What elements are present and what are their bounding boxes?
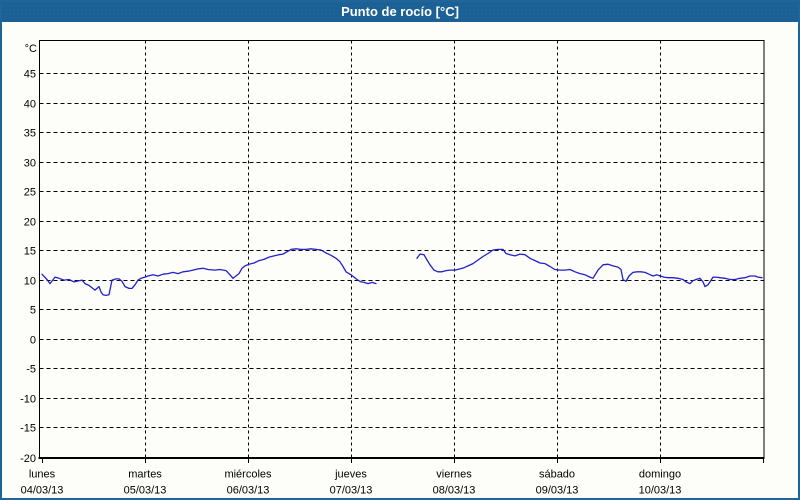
- y-tick-label: 0: [30, 335, 36, 347]
- y-tick-label: 25: [24, 187, 36, 199]
- day-date-label: 05/03/13: [124, 485, 167, 497]
- dew-point-line-segment: [416, 248, 763, 288]
- day-name-label: lunes: [29, 469, 56, 481]
- y-tick-label: 45: [24, 69, 36, 81]
- day-date-label: 09/03/13: [536, 485, 579, 497]
- y-tick-labels: 45 40 35 30 25 20 15 10 5 0 -5 -10 -15 -20 °C: [20, 43, 37, 465]
- day-name-label: martes: [128, 469, 162, 481]
- y-gridlines: [39, 73, 764, 428]
- x-axis-ticks: [42, 459, 764, 463]
- y-tick-label: 35: [24, 128, 36, 140]
- y-tick-label: 20: [24, 217, 36, 229]
- y-tick-label: -20: [20, 453, 36, 465]
- y-tick-label: -15: [20, 423, 36, 435]
- y-tick-label: 30: [24, 158, 36, 170]
- y-tick-label: 10: [24, 276, 36, 288]
- y-tick-label: 15: [24, 246, 36, 258]
- day-date-label: 04/03/13: [21, 485, 64, 497]
- y-tick-label: 5: [30, 305, 36, 317]
- day-date-label: 10/03/13: [639, 485, 682, 497]
- dew-point-line: [41, 248, 763, 297]
- chart-title-bar: Punto de rocío [°C]: [2, 2, 798, 22]
- day-date-label: 07/03/13: [330, 485, 373, 497]
- chart-title: Punto de rocío [°C]: [341, 4, 459, 19]
- day-date-label: 06/03/13: [227, 485, 270, 497]
- y-axis-unit-label: °C: [25, 43, 37, 55]
- day-date-label: 08/03/13: [433, 485, 476, 497]
- day-name-label: miércoles: [224, 469, 272, 481]
- dew-point-line-segment: [41, 248, 377, 297]
- x-axis-labels: lunes 04/03/13 martes 05/03/13 miércoles 06/0…: [21, 469, 682, 497]
- day-name-label: viernes: [436, 469, 472, 481]
- y-tick-label: -10: [20, 394, 36, 406]
- y-tick-label: -5: [26, 364, 36, 376]
- day-name-label: jueves: [334, 469, 367, 481]
- day-name-label: sábado: [539, 469, 575, 481]
- y-tick-label: 40: [24, 99, 36, 111]
- day-name-label: domingo: [639, 469, 681, 481]
